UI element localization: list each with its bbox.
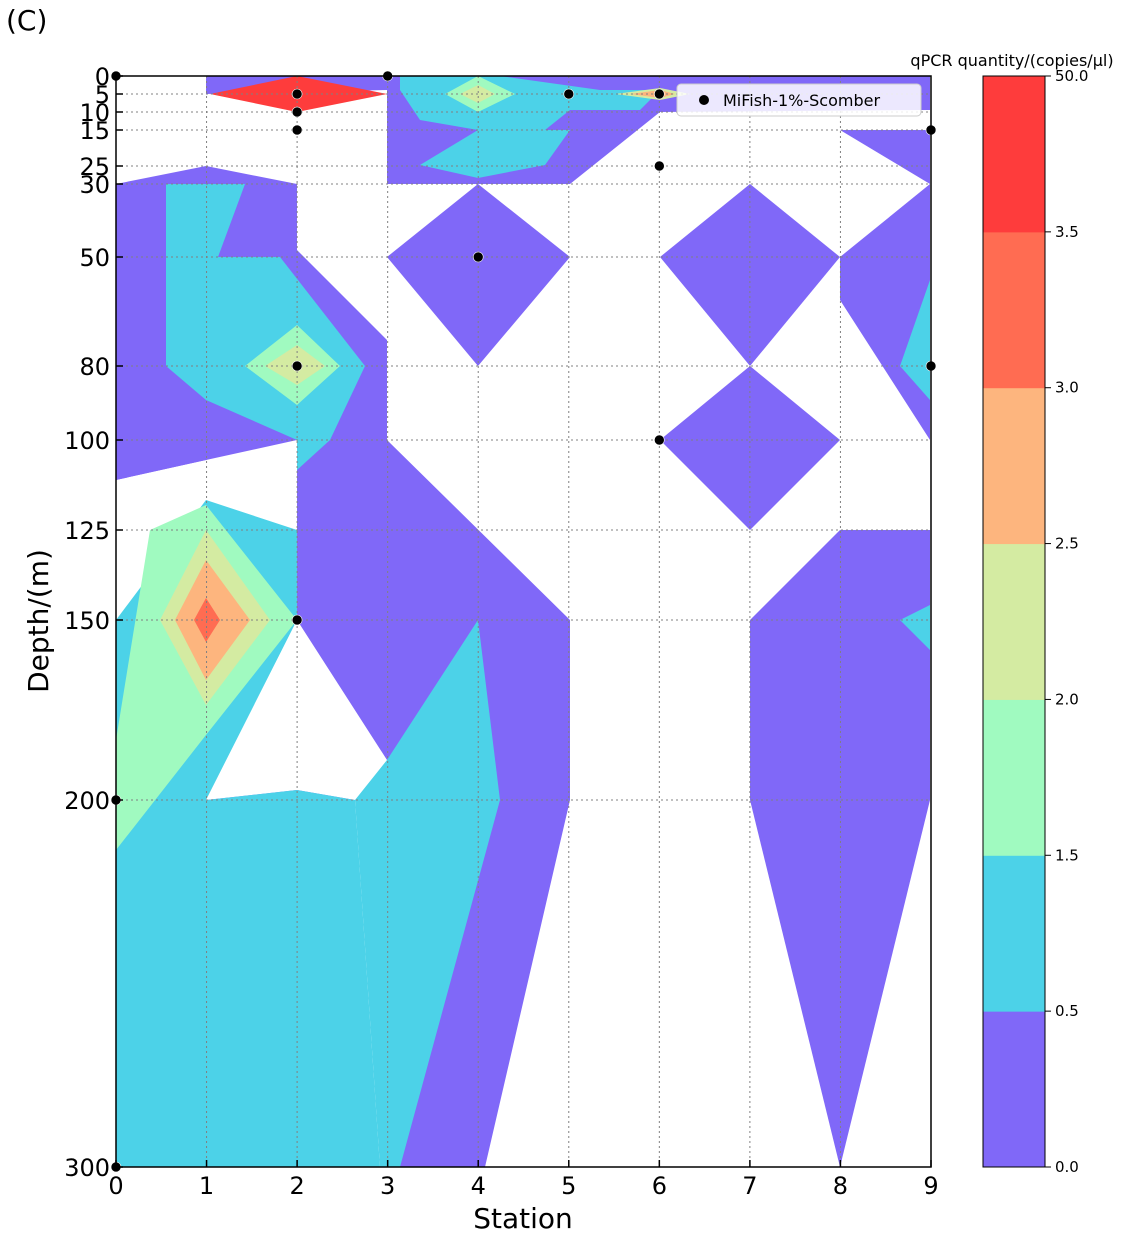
- legend: MiFish-1%-Scomber: [676, 83, 922, 117]
- colorbar-band: [983, 387, 1045, 545]
- x-axis-title: Station: [473, 1202, 573, 1234]
- y-axis-title: Depth/(m): [22, 549, 55, 693]
- colorbar-tick-label: 1.5: [1055, 846, 1079, 864]
- x-tick-label: 3: [380, 1172, 395, 1200]
- y-tick-label: 0: [95, 63, 110, 91]
- sample-points: [110, 70, 937, 1173]
- plot-frame: [115, 75, 932, 1168]
- y-tick-label: 25: [79, 153, 110, 181]
- x-tick-label: 2: [289, 1172, 304, 1200]
- colorbar-frame: [982, 75, 1046, 1168]
- colorbar-band: [983, 543, 1045, 700]
- sample-point: [291, 106, 303, 118]
- colorbar-tick-label: 2.5: [1055, 535, 1079, 553]
- colorbar: qPCR quantity/(copies/μl) 0.0 0.5 1.5 2.0 2.…: [910, 51, 1113, 1176]
- x-tick-label: 9: [923, 1172, 938, 1200]
- x-axis: 0 1 2 3 4 5 6 7 8 9: [108, 1160, 939, 1200]
- y-tick-label: 10: [79, 99, 110, 127]
- colorbar-band: [983, 231, 1045, 389]
- y-tick-label: 300: [64, 1154, 110, 1182]
- colorbar-tick-label: 3.5: [1055, 223, 1079, 241]
- x-tick-label: 4: [471, 1172, 486, 1200]
- legend-marker-icon: [699, 95, 709, 105]
- sample-point: [654, 434, 665, 446]
- colorbar-band: [983, 699, 1045, 856]
- y-tick-label: 15: [79, 117, 110, 145]
- colorbar-tick-label: 2.0: [1055, 690, 1079, 708]
- colorbar-tick-label: 3.0: [1055, 379, 1079, 397]
- y-tick-label: 50: [79, 244, 110, 272]
- contour-region: [355, 620, 500, 1167]
- sample-point: [654, 160, 665, 172]
- colorbar-band: [983, 855, 1045, 1012]
- sample-point: [563, 88, 575, 100]
- grid: [116, 76, 931, 1167]
- sample-point: [291, 614, 303, 626]
- contour-region: [900, 605, 930, 650]
- contour-region: [840, 184, 930, 440]
- colorbar-title: qPCR quantity/(copies/μl): [910, 51, 1113, 70]
- x-tick-label: 1: [199, 1172, 214, 1200]
- x-tick-label: 5: [561, 1172, 576, 1200]
- x-tick-label: 7: [742, 1172, 757, 1200]
- contour-region: [166, 184, 245, 257]
- colorbar-tick-label: 0.5: [1055, 1002, 1079, 1020]
- y-tick-label: 125: [64, 517, 110, 545]
- y-tick-label: 80: [79, 353, 110, 381]
- x-tick-label: 0: [108, 1172, 123, 1200]
- contour-region: [840, 130, 930, 184]
- sample-point: [291, 88, 303, 100]
- contour-fill: [116, 76, 930, 1167]
- y-tick-label: 100: [64, 427, 110, 455]
- contour-region: [750, 530, 930, 1167]
- y-tick-label: 200: [64, 787, 110, 815]
- legend-label: MiFish-1%-Scomber: [723, 91, 880, 110]
- sample-point: [654, 88, 665, 100]
- sample-point: [291, 124, 303, 136]
- sample-point: [291, 360, 303, 372]
- y-tick-label: 5: [95, 81, 110, 109]
- panel-label: (C): [6, 4, 47, 37]
- colorbar-band: [983, 76, 1045, 233]
- sample-point: [472, 251, 484, 263]
- y-tick-label: 30: [79, 171, 110, 199]
- contour-region: [116, 790, 380, 1167]
- contour-region: [116, 440, 265, 480]
- colorbar-tick-label: 0.0: [1055, 1158, 1079, 1176]
- x-tick-label: 8: [833, 1172, 848, 1200]
- x-tick-label: 6: [652, 1172, 667, 1200]
- y-tick-label: 150: [64, 607, 110, 635]
- colorbar-band: [983, 1011, 1045, 1168]
- colorbar-tick-label: 50.0: [1055, 67, 1088, 85]
- contour-region: [900, 280, 930, 400]
- legend-box: [676, 83, 922, 117]
- contour-region: [387, 184, 570, 366]
- contour-region: [660, 184, 840, 366]
